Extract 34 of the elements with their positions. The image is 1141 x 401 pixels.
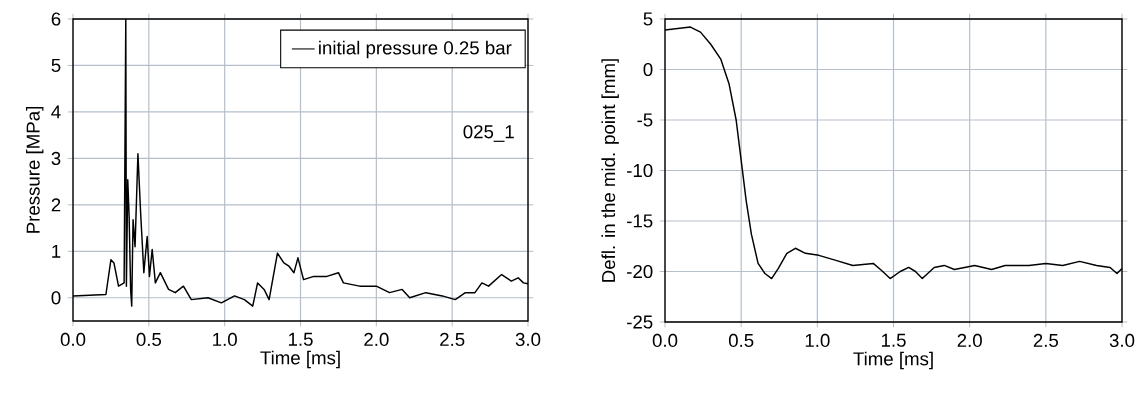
y-tick-label: 2 [51,198,61,212]
y-tick-label: 1 [52,244,61,258]
y-tick-label: -10 [627,163,653,178]
y-tick-label: -15 [627,214,653,228]
y-axis-title: Pressure [MPa] [26,107,44,233]
y-tick-label: -20 [627,264,653,279]
y-tick-label: 5 [643,12,653,26]
x-axis-title: Time [ms] [260,350,340,369]
x-tick-label: 1.5 [881,333,906,347]
x-tick-label: 0.5 [136,332,162,347]
x-tick-label: 0.0 [60,332,86,347]
y-tick-label: 0 [643,62,653,77]
x-tick-label: 0.0 [652,333,678,348]
x-tick-label: 3.0 [515,332,541,347]
x-tick-label: 2.5 [440,332,465,347]
y-tick-label: 5 [51,58,61,72]
x-tick-label: 2.0 [364,332,389,347]
y-tick-label: -25 [627,315,653,329]
y-tick-label: 3 [51,151,61,165]
y-tick-label: -5 [637,113,653,127]
y-tick-label: 4 [51,105,61,119]
x-tick-label: 3.0 [1109,333,1135,348]
x-tick-label: 2.0 [957,333,982,348]
y-tick-label: 6 [51,12,61,26]
y-tick-label: 0 [51,291,61,305]
legend-label: initial pressure 0.25 bar [319,40,512,59]
annotation: 025_1 [463,125,514,142]
x-tick-label: 1.5 [288,332,313,346]
y-axis-title: Defl. in the mid. point [mm] [601,59,619,282]
x-axis-title: Time [ms] [853,351,933,370]
x-tick-label: 2.5 [1033,333,1059,348]
x-tick-label: 1.0 [213,332,237,347]
x-tick-label: 0.5 [728,333,754,348]
x-tick-label: 1.0 [805,333,830,348]
